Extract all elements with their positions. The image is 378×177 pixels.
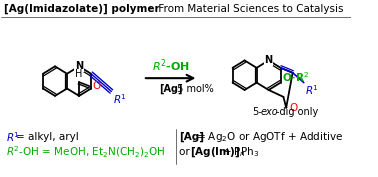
Text: 5-: 5- xyxy=(252,107,262,117)
Text: -dig only: -dig only xyxy=(276,107,318,117)
Text: O: O xyxy=(92,81,100,91)
Text: [Ag]: [Ag] xyxy=(179,132,204,142)
Text: $R^2$-OH: $R^2$-OH xyxy=(152,57,190,74)
Text: N: N xyxy=(75,61,83,71)
Text: [Ag]: [Ag] xyxy=(160,84,183,94)
Text: :  From Material Sciences to Catalysis: : From Material Sciences to Catalysis xyxy=(145,4,343,14)
Text: N: N xyxy=(265,55,273,65)
Text: [Ag(Im)]$_n$: [Ag(Im)]$_n$ xyxy=(190,145,245,159)
Text: $R^2$-OH = MeOH, Et$_2$N(CH$_2$)$_2$OH: $R^2$-OH = MeOH, Et$_2$N(CH$_2$)$_2$OH xyxy=(6,144,165,160)
Text: = alkyl, aryl: = alkyl, aryl xyxy=(16,132,79,142)
Text: or: or xyxy=(179,147,193,157)
Text: + PPh$_3$: + PPh$_3$ xyxy=(222,145,260,159)
Text: = Ag$_2$O or AgOTf + Additive: = Ag$_2$O or AgOTf + Additive xyxy=(195,130,343,144)
Text: [Ag(Imidazolate)] polymer: [Ag(Imidazolate)] polymer xyxy=(4,4,160,14)
Text: exo: exo xyxy=(260,107,278,117)
Text: $R^1$: $R^1$ xyxy=(305,84,319,97)
Text: $R^1$: $R^1$ xyxy=(6,130,20,144)
Text: $R^1$: $R^1$ xyxy=(113,92,127,106)
Text: O: O xyxy=(289,103,297,113)
Text: H: H xyxy=(75,69,83,79)
Text: O-R$^2$: O-R$^2$ xyxy=(282,70,308,84)
Text: 5 mol%: 5 mol% xyxy=(174,84,214,94)
